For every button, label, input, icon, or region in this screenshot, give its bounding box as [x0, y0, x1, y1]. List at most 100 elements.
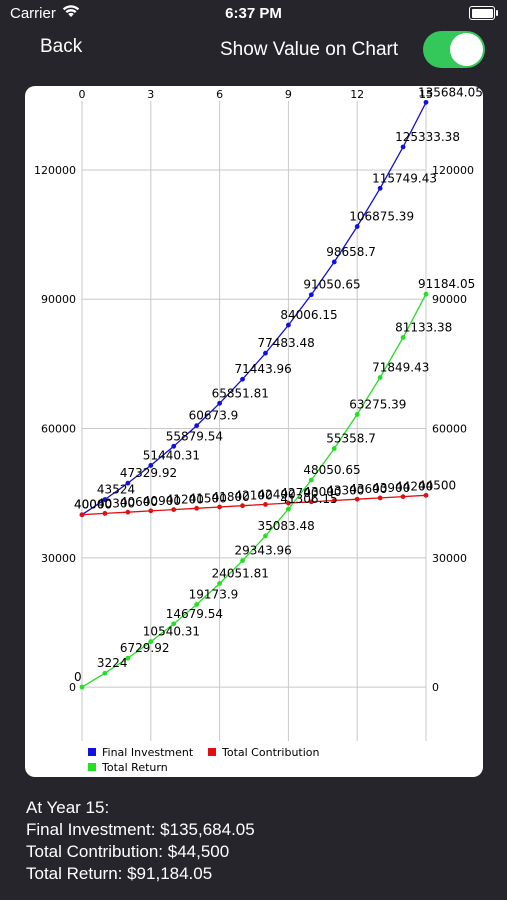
data-value-label: 42400 [257, 487, 295, 501]
data-point [308, 477, 314, 483]
y-tick-label-right: 30000 [432, 552, 467, 565]
data-value-label: 47329.92 [120, 466, 177, 480]
data-value-label: 42100 [235, 489, 273, 503]
data-point [263, 501, 268, 507]
y-tick-label-left: 30000 [41, 552, 76, 565]
data-value-label: 43600 [349, 482, 387, 496]
data-value-label: 24051.81 [212, 566, 269, 580]
data-point [171, 443, 177, 449]
data-value-label: 48050.65 [303, 463, 360, 477]
x-tick-label: 12 [350, 88, 364, 101]
data-point [354, 412, 360, 417]
data-value-label: 43300 [326, 484, 364, 498]
data-value-label: 6729.92 [120, 641, 170, 655]
data-point [217, 581, 223, 586]
data-value-label: 51440.31 [143, 448, 200, 462]
carrier-label: Carrier [10, 5, 56, 22]
data-value-label: 3224 [97, 656, 128, 670]
back-button[interactable]: Back [40, 36, 83, 57]
data-value-label: 41306.15 [280, 492, 337, 506]
data-point [79, 684, 85, 690]
data-value-label: 40300 [97, 496, 135, 510]
data-value-label: 55358.7 [326, 432, 376, 446]
data-value-label: 81133.38 [395, 320, 452, 334]
data-value-label: 10540.31 [143, 625, 200, 639]
data-point [331, 446, 337, 451]
data-point [171, 621, 177, 627]
wifi-icon [62, 5, 80, 17]
data-value-label: 98658.7 [326, 245, 376, 259]
data-point [240, 503, 245, 509]
data-point [148, 639, 154, 645]
x-tick-label: 9 [285, 88, 292, 101]
data-point [423, 291, 429, 297]
show-value-toggle[interactable] [423, 31, 485, 68]
summary-final-investment: Final Investment: $135,684.05 [26, 820, 255, 839]
data-value-label: 55879.54 [166, 429, 223, 443]
data-value-label: 41200 [166, 493, 204, 507]
data-value-label: 43000 [303, 485, 341, 499]
y-tick-label-right: 90000 [432, 293, 467, 306]
data-point [331, 259, 337, 265]
y-tick-label-left: 120000 [34, 164, 76, 177]
status-bar: Carrier 6:37 PM [0, 0, 507, 28]
data-point [286, 322, 291, 328]
data-value-label: 125333.38 [395, 130, 460, 144]
data-value-label: 91184.05 [418, 277, 475, 291]
data-point [194, 602, 200, 607]
x-tick-label: 15 [419, 88, 433, 101]
legend-label: Total Contribution [221, 746, 320, 759]
data-value-label: 41800 [212, 490, 250, 504]
data-point [308, 499, 314, 505]
data-point [125, 655, 131, 661]
show-value-label: Show Value on Chart [220, 39, 399, 60]
y-tick-label-left: 0 [69, 681, 76, 694]
y-tick-label-right: 0 [432, 681, 439, 694]
data-point [171, 507, 177, 512]
data-value-label: 60673.9 [189, 409, 239, 423]
data-value-label: 42700 [280, 486, 318, 500]
y-tick-label-right: 120000 [432, 164, 474, 177]
data-value-label: 71443.96 [235, 362, 292, 376]
summary-panel: At Year 15: Final Investment: $135,684.0… [26, 797, 255, 885]
legend-swatch [88, 748, 96, 756]
data-point [377, 185, 383, 191]
data-point [400, 494, 406, 500]
x-tick-label: 3 [147, 88, 154, 101]
data-point [400, 144, 406, 150]
data-point [423, 492, 429, 498]
data-point [102, 497, 108, 502]
data-value-label: 41500 [189, 491, 227, 505]
data-value-label: 43524 [97, 483, 135, 497]
data-point [263, 533, 268, 539]
data-point [354, 224, 360, 229]
data-value-label: 14679.54 [166, 607, 223, 621]
data-value-label: 29343.96 [235, 544, 292, 558]
data-value-label: 115749.43 [372, 171, 437, 185]
data-point [286, 500, 291, 506]
data-value-label: 65851.81 [212, 386, 269, 400]
data-value-label: 77483.48 [257, 336, 314, 350]
data-point [125, 480, 131, 486]
data-value-label: 71849.43 [372, 360, 429, 374]
data-value-label: 40000 [74, 498, 112, 512]
data-value-label: 135684.05 [418, 86, 483, 99]
legend-label: Final Investment [102, 746, 194, 759]
data-point [217, 504, 223, 510]
data-point [240, 376, 245, 382]
data-value-label: 63275.39 [349, 397, 406, 411]
data-point [377, 375, 383, 380]
data-point [194, 423, 200, 429]
data-point [423, 99, 429, 105]
data-point [377, 495, 383, 501]
data-value-label: 44200 [395, 480, 433, 494]
summary-total-return: Total Return: $91,184.05 [26, 864, 213, 883]
legend-swatch [88, 763, 96, 771]
summary-total-contribution: Total Contribution: $44,500 [26, 842, 230, 861]
data-point [148, 463, 154, 468]
data-point [125, 509, 131, 515]
data-value-label: 91050.65 [303, 278, 360, 292]
series-line [81, 293, 427, 688]
data-point [308, 292, 314, 298]
